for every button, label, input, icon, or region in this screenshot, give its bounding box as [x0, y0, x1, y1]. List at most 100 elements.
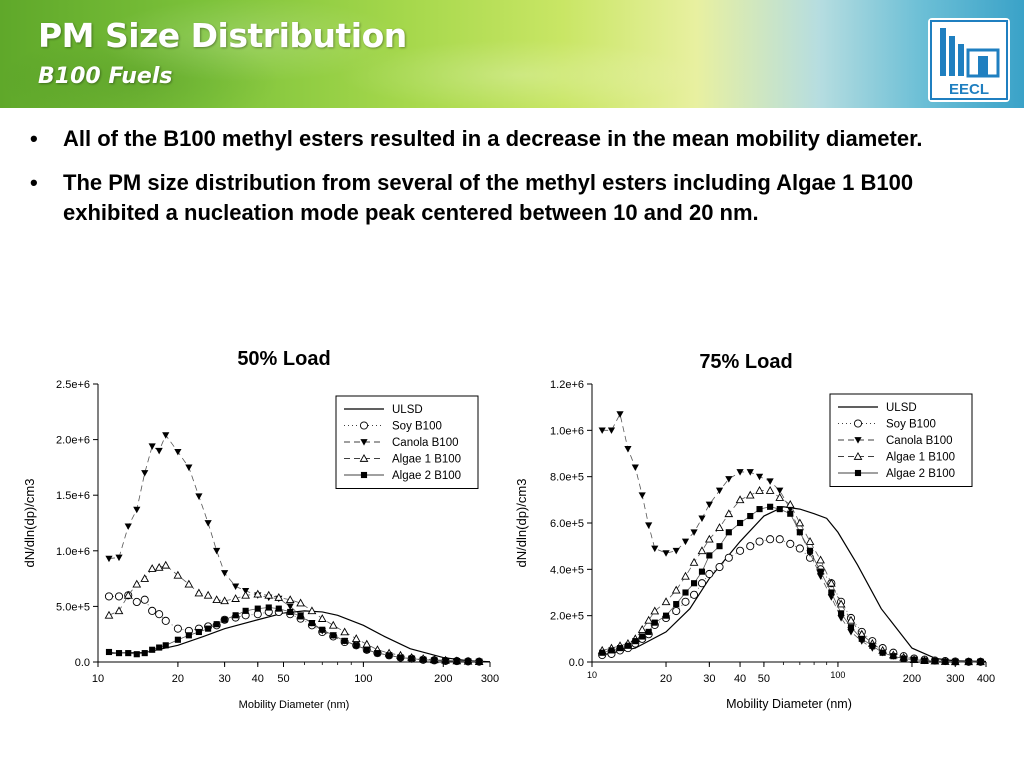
y-tick-label: 4.0e+5: [550, 564, 584, 576]
data-point: [767, 503, 774, 510]
y-tick-label: 0.0: [75, 657, 90, 669]
data-point: [795, 518, 805, 527]
x-tick-label: 50: [758, 673, 770, 685]
data-point: [681, 538, 690, 546]
data-point: [765, 486, 775, 494]
legend-marker: [854, 437, 862, 444]
data-point: [890, 653, 897, 660]
data-point: [132, 579, 142, 588]
x-tick-label: 400: [977, 673, 995, 685]
data-point: [766, 478, 774, 485]
data-point: [637, 625, 647, 633]
data-point: [124, 523, 132, 530]
chart-75-load-svg: 75% Load 0.0 2.0e+5 4.0e+5 6.0e+5 8.0e+5 1.0e+…: [514, 351, 995, 711]
chart-title: 50% Load: [237, 348, 330, 370]
data-point: [704, 534, 714, 543]
data-point: [317, 614, 327, 622]
data-point: [724, 553, 733, 562]
data-point: [161, 560, 171, 569]
x-tick-label: 20: [660, 673, 672, 685]
data-point: [671, 585, 681, 594]
bullet-item: • The PM size distribution from several …: [30, 168, 960, 228]
y-axis-label: dN/dln(dp)/cm3: [514, 479, 529, 568]
data-point: [766, 535, 775, 544]
data-point: [125, 650, 132, 657]
data-point: [194, 588, 204, 597]
data-point: [775, 492, 785, 501]
legend-label: Soy B100: [392, 421, 442, 433]
data-point: [724, 509, 734, 518]
data-point: [286, 603, 294, 610]
bullet-list: • All of the B100 methyl esters resulted…: [30, 124, 960, 242]
data-point: [715, 523, 724, 531]
legend-label: ULSD: [392, 404, 423, 416]
data-point: [816, 555, 825, 564]
data-point: [351, 634, 361, 642]
data-point: [672, 606, 681, 616]
y-tick-label: 1.2e+6: [550, 379, 584, 391]
data-point: [275, 605, 282, 612]
legend-marker: [853, 419, 863, 428]
data-point: [353, 642, 360, 649]
data-point: [869, 642, 876, 649]
data-point: [148, 443, 156, 450]
data-point: [162, 432, 170, 439]
x-tick-label: 100: [354, 673, 372, 685]
data-point: [838, 610, 845, 617]
data-point: [397, 654, 404, 661]
data-point: [697, 546, 707, 555]
data-point: [285, 595, 295, 604]
legend-label: Soy B100: [886, 419, 936, 431]
x-tick-label: 200: [903, 673, 921, 685]
data-point: [608, 647, 615, 654]
bullet-dot-icon: •: [30, 170, 38, 195]
y-tick-label: 0.0: [569, 657, 584, 669]
data-point: [140, 595, 149, 604]
data-point: [104, 610, 114, 619]
series-line: [602, 490, 981, 663]
data-point: [846, 615, 856, 624]
data-point: [105, 648, 113, 656]
data-point: [204, 520, 212, 527]
data-point: [661, 597, 671, 606]
data-point: [185, 632, 192, 639]
legend-label: Canola B100: [886, 435, 953, 447]
legend-marker: [359, 421, 369, 430]
data-point: [705, 569, 714, 579]
logo-text: EECL: [949, 81, 989, 98]
series-soy-b100: [598, 535, 985, 666]
data-point: [185, 464, 193, 471]
data-point: [977, 658, 984, 665]
x-tick-label: 30: [218, 673, 230, 685]
data-point: [155, 610, 164, 619]
data-point: [297, 613, 304, 620]
data-point: [837, 615, 845, 622]
data-point: [296, 598, 305, 607]
data-point: [690, 529, 698, 536]
data-point: [232, 583, 240, 590]
data-point: [787, 510, 794, 517]
data-point: [952, 658, 959, 665]
data-point: [651, 545, 659, 553]
data-point: [682, 589, 689, 596]
data-point: [737, 519, 744, 527]
bullet-text: The PM size distribution from several of…: [63, 170, 914, 225]
data-point: [931, 658, 939, 665]
data-point: [319, 626, 326, 633]
slide-subtitle: B100 Fuels: [38, 64, 173, 89]
data-point: [221, 616, 228, 623]
data-point: [828, 589, 835, 596]
data-point: [645, 628, 652, 635]
series-line: [602, 538, 981, 663]
legend-marker: [360, 471, 368, 479]
data-point: [638, 492, 646, 499]
data-point: [147, 564, 157, 572]
data-point: [715, 487, 724, 495]
data-point: [698, 568, 706, 575]
data-point: [776, 487, 784, 495]
data-point: [195, 493, 203, 500]
x-tick-label: 10: [587, 670, 597, 680]
series-line: [602, 506, 981, 663]
data-point: [156, 644, 163, 651]
data-point: [746, 542, 755, 551]
